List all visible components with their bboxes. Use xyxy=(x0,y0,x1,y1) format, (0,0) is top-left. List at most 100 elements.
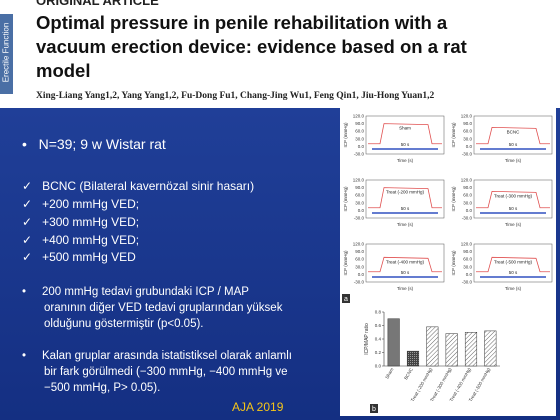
check-item: ✓ +500 mmHg VED xyxy=(22,250,136,264)
y-tick-label: 0.8 xyxy=(375,310,382,315)
pressure-trace xyxy=(368,123,442,145)
note-text: 200 mmHg tedavi grubundaki ICP / MAP ora… xyxy=(42,286,283,330)
y-tick-label: 120.0 xyxy=(353,242,365,247)
note-text: Kalan gruplar arasında istatistiksel ola… xyxy=(42,350,292,394)
y-axis-label: ICP (mmHg) xyxy=(451,186,456,211)
panel-label-box xyxy=(342,294,350,303)
y-tick-label: 30.0 xyxy=(355,200,364,205)
y-tick-label: 0.0 xyxy=(358,208,365,213)
y-tick-label: 90.0 xyxy=(463,249,472,254)
y-tick-label: 60.0 xyxy=(463,193,472,198)
y-tick-label: 0.0 xyxy=(358,272,365,277)
y-axis-label: ICP (mmHg) xyxy=(343,186,348,211)
bar xyxy=(445,333,458,367)
pressure-trace xyxy=(476,190,550,209)
y-tick-label: -30.0 xyxy=(354,152,365,157)
panel-name: Sham xyxy=(399,126,411,131)
pressure-trace xyxy=(368,256,442,273)
pressure-trace xyxy=(476,256,550,273)
y-tick-label: 30.0 xyxy=(463,200,472,205)
y-tick-label: 120.0 xyxy=(353,114,365,119)
check-text: +200 mmHg VED; xyxy=(42,197,140,211)
plot-frame xyxy=(473,179,553,219)
panel-label: b xyxy=(372,406,376,413)
y-tick-label: 90.0 xyxy=(355,249,364,254)
plot-frame xyxy=(365,179,445,219)
check-item: ✓ +300 mmHg VED; xyxy=(22,215,140,229)
panel-name: BCNC xyxy=(507,129,521,134)
bar xyxy=(387,318,400,367)
y-tick-label: 0.0 xyxy=(466,144,473,149)
y-tick-label: -30.0 xyxy=(462,216,473,221)
panel-name: Treat (-200 mmHg) xyxy=(386,190,425,195)
plot-frame xyxy=(473,243,553,283)
y-axis-label: ICP (mmHg) xyxy=(343,250,348,275)
y-tick-label: 30.0 xyxy=(463,264,472,269)
x-tick-label: Sham xyxy=(384,367,394,380)
check-text: +300 mmHg VED; xyxy=(42,215,140,229)
panel-name: Treat (-400 mmHg) xyxy=(386,259,425,264)
y-tick-label: 90.0 xyxy=(463,185,472,190)
x-axis-label: Time (s) xyxy=(505,222,522,227)
y-tick-label: 0.0 xyxy=(375,364,382,369)
y-axis-label: ICP (mmHg) xyxy=(343,122,348,147)
y-tick-label: 0.0 xyxy=(466,208,473,213)
y-tick-label: 0.6 xyxy=(375,323,382,328)
scale-label: 50 s xyxy=(509,142,518,147)
panel-name: Treat (-300 mmHg) xyxy=(494,193,533,198)
bar xyxy=(406,350,420,367)
panel-name: Treat (-500 mmHg) xyxy=(494,259,533,264)
pressure-trace xyxy=(476,126,550,145)
scale-label: 50 s xyxy=(401,206,410,211)
authors: Xing-Liang Yang1,2, Yang Yang1,2, Fu-Don… xyxy=(36,91,435,101)
y-tick-label: 60.0 xyxy=(355,257,364,262)
side-label: Erectile Function xyxy=(1,22,11,83)
y-axis-label: ICP (mmHg) xyxy=(451,122,456,147)
check-text: +500 mmHg VED xyxy=(42,250,136,264)
x-axis-label: Time (s) xyxy=(397,286,414,291)
note: • 200 mmHg tedavi grubundaki ICP / MAP o… xyxy=(22,286,283,330)
y-tick-label: 60.0 xyxy=(463,257,472,262)
check-item: ✓ +400 mmHg VED; xyxy=(22,233,140,247)
check-text: +400 mmHg VED; xyxy=(42,233,140,247)
footer: AJA 2019 xyxy=(232,400,284,414)
y-tick-label: -30.0 xyxy=(462,280,473,285)
scale-label: 50 s xyxy=(509,206,518,211)
bullet-text: N=39; 9 w Wistar rat xyxy=(38,136,166,152)
scale-label: 50 s xyxy=(401,270,410,275)
bar xyxy=(484,330,497,367)
bar xyxy=(464,332,478,367)
check-text: BCNC (Bilateral kavernözal sinir hasarı) xyxy=(42,179,255,193)
bar xyxy=(426,326,439,367)
y-tick-label: 120.0 xyxy=(461,114,473,119)
y-tick-label: -30.0 xyxy=(462,152,473,157)
check-item: ✓ +200 mmHg VED; xyxy=(22,197,140,211)
y-tick-label: 0.2 xyxy=(375,350,382,355)
y-tick-label: 0.0 xyxy=(358,144,365,149)
y-tick-label: 60.0 xyxy=(355,129,364,134)
y-tick-label: 120.0 xyxy=(353,178,365,183)
x-tick-label: BCNC xyxy=(403,366,414,380)
y-tick-label: 30.0 xyxy=(463,136,472,141)
y-tick-label: 90.0 xyxy=(463,121,472,126)
side-tab: Erectile Function xyxy=(0,14,13,94)
panel-label: a xyxy=(344,296,348,303)
y-tick-label: 60.0 xyxy=(463,129,472,134)
y-tick-label: 0.4 xyxy=(375,337,382,342)
plot-frame xyxy=(473,115,553,155)
section-label: ORIGINAL ARTICLE xyxy=(36,0,159,8)
x-axis-label: Time (s) xyxy=(397,158,414,163)
bullet: • N=39; 9 w Wistar rat xyxy=(22,136,166,152)
pressure-trace xyxy=(368,187,442,209)
plot-frame xyxy=(365,243,445,283)
scale-label: 50 s xyxy=(401,142,410,147)
y-tick-label: 90.0 xyxy=(355,121,364,126)
plot-frame xyxy=(365,115,445,155)
x-axis-label: Time (s) xyxy=(505,286,522,291)
check-item: ✓ BCNC (Bilateral kavernözal sinir hasar… xyxy=(22,179,255,193)
y-axis-label: ICP (mmHg) xyxy=(451,250,456,275)
y-tick-label: 30.0 xyxy=(355,136,364,141)
y-tick-label: -30.0 xyxy=(354,216,365,221)
x-axis-label: Time (s) xyxy=(505,158,522,163)
